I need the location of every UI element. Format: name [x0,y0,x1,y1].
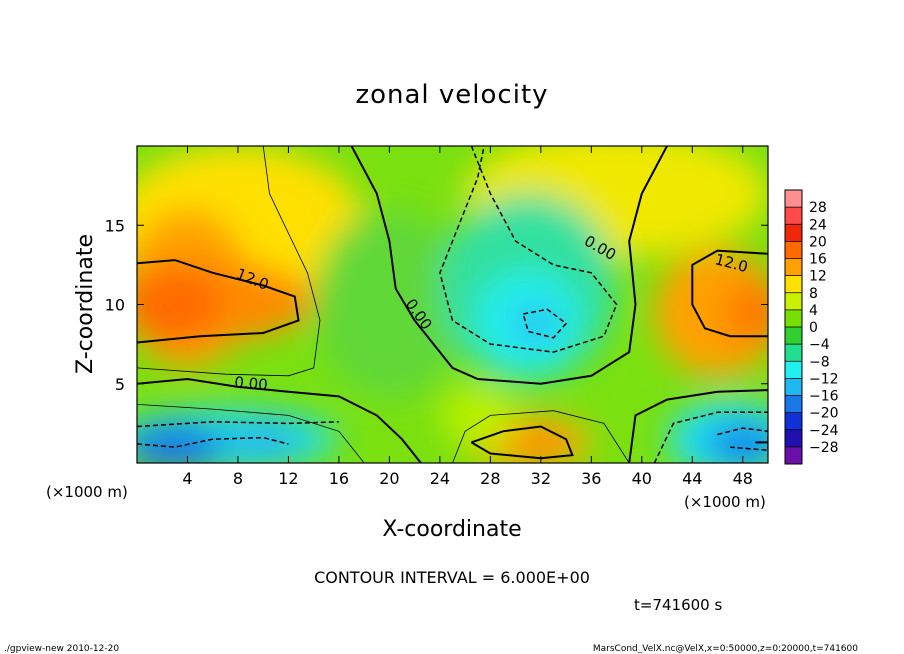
footer-right: MarsCond_VelX.nc@VelX,x=0:50000,z=0:2000… [593,644,858,654]
contour-line [691,249,768,338]
contour-line [350,146,668,385]
y-axis-label: Z-coordinate [73,234,98,374]
colorbar-segment [785,361,802,379]
colorbar-label: 4 [809,303,818,319]
contour-line-negative [439,146,618,353]
colorbar-label: 8 [809,286,818,302]
x-tick-label: 28 [480,469,500,488]
colorbar-segment [785,224,802,242]
colorbar-label: −4 [809,337,830,353]
field-blob [509,299,560,348]
contour-line [137,404,365,463]
colorbar-segment [785,190,802,208]
colorbar-segment [785,395,802,414]
contour-line [628,389,768,463]
time-text: t=741600 s [634,596,722,614]
contour-interval-text: CONTOUR INTERVAL = 6.000E+00 [314,568,590,587]
colorbar-label: 0 [809,320,818,336]
contour-line-negative [522,308,568,339]
colorbar-segment [785,446,802,465]
contour-line [137,377,422,463]
y-tick-label: 10 [105,296,125,315]
y-axis-ticks: 5 10 15 [105,216,768,394]
plot-area [137,146,768,463]
x-axis-ticks: 4 8 12 16 20 24 28 32 36 40 44 48 [182,146,753,488]
colorbar-segment [785,378,802,396]
x-unit-right: (×1000 m) [684,493,766,511]
x-tick-label: 4 [182,469,192,488]
colorbar-segment [785,275,802,294]
contour-label: 0.00 [234,373,269,394]
x-tick-label: 16 [329,469,349,488]
y-tick-label: 15 [105,216,125,235]
colorbar-segment [785,241,802,259]
contour-line [137,259,300,344]
x-axis-label: X-coordinate [382,517,521,542]
x-tick-label: 48 [733,469,753,488]
colorbar-segment [785,258,802,277]
x-tick-label: 20 [379,469,399,488]
colorbar-segment [785,429,802,448]
y-tick-label: 5 [115,375,125,394]
field-blob [509,428,573,460]
colorbar-label: 24 [809,217,827,233]
contour-line-negative [137,436,289,448]
x-unit-left: (×1000 m) [46,483,128,501]
contour-line-negative [653,411,768,463]
footer-left: ./gpview-new 2010-12-20 [4,644,119,654]
chart-title: zonal velocity [355,80,548,110]
colorbar-segment [785,292,802,311]
colorbar-segment [785,327,802,345]
contour-line-negative [137,421,339,428]
velocity-field [137,146,768,463]
colorbar-label: 16 [809,252,827,268]
colorbar-label: −28 [809,440,839,456]
contour-line [470,425,574,460]
contour-line-negative [717,427,768,452]
x-tick-label: 12 [278,469,298,488]
contour-line [452,410,630,463]
colorbar-segment [785,344,802,362]
x-tick-label: 24 [430,469,450,488]
colorbar-label: −24 [809,423,839,439]
colorbar-label: 28 [809,200,827,216]
colorbar-segment [785,412,802,431]
field-blob [225,421,302,460]
x-tick-label: 44 [682,469,702,488]
colorbar-label: −12 [809,371,839,387]
field-blob [137,264,220,345]
field-blob [439,383,516,448]
field-blob [654,249,768,376]
colorbar-label: −8 [809,354,830,370]
field-blob [137,423,226,463]
contour-line [137,146,321,377]
field-blob [313,209,466,400]
colorbar-segment [785,309,802,328]
x-tick-label: 8 [233,469,243,488]
contour-lines [137,146,768,463]
colorbar-label: −20 [809,406,839,422]
x-tick-label: 40 [632,469,652,488]
colorbar-label: −16 [809,389,839,405]
colorbar-label: 20 [809,234,827,250]
field-blob [723,280,768,345]
colorbar-segment [785,207,802,225]
x-tick-label: 36 [581,469,601,488]
colorbar-label: 12 [809,269,827,285]
x-tick-label: 32 [531,469,551,488]
